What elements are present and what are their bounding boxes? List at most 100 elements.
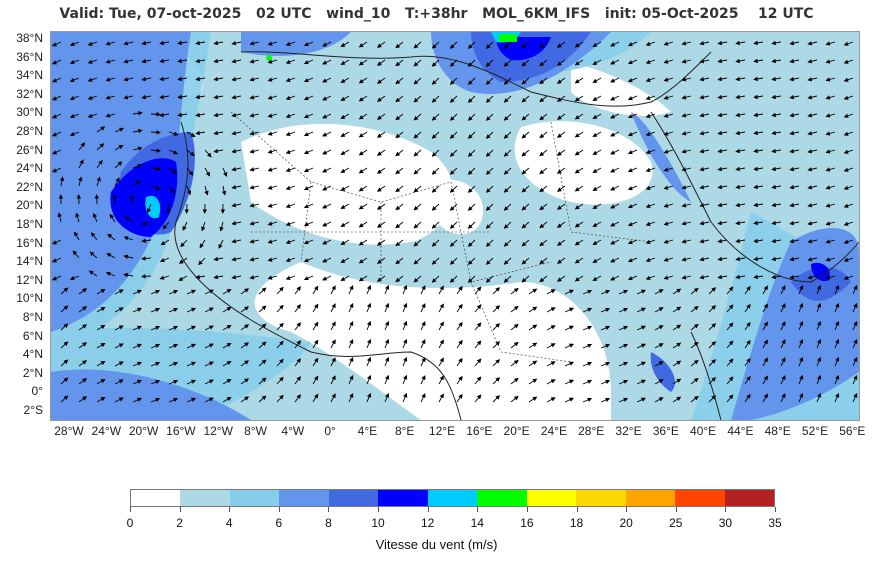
wind-arrow [546, 397, 556, 403]
wind-arrow [798, 302, 804, 313]
wind-arrow [376, 221, 386, 228]
wind-arrow [663, 41, 674, 46]
wind-arrow [600, 397, 611, 403]
wind-arrow [753, 40, 764, 46]
wind-arrow [825, 257, 836, 262]
wind-arrow [556, 41, 566, 48]
wind-arrow [294, 376, 301, 385]
wind-arrow [402, 302, 408, 313]
wind-arrow [556, 221, 566, 228]
wind-arrow [413, 185, 422, 193]
wind-arrow [610, 113, 620, 119]
wind-arrow [159, 76, 170, 82]
wind-arrow [852, 392, 858, 403]
wind-arrow [340, 41, 350, 47]
wind-arrow [672, 288, 682, 295]
wind-arrow [789, 40, 800, 46]
wind-arrow [474, 358, 482, 367]
wind-arrow [600, 289, 611, 295]
colorbar-tick [626, 507, 628, 512]
wind-map[interactable] [50, 31, 860, 421]
wind-arrow [467, 257, 476, 265]
wind-arrow [330, 285, 336, 295]
lon-label: 8°W [244, 424, 267, 438]
wind-arrow [285, 239, 296, 244]
wind-arrow [663, 149, 674, 154]
wind-arrow [69, 113, 80, 119]
wind-arrow [348, 338, 354, 349]
lat-label: 6°N [22, 328, 43, 343]
wind-arrow [213, 58, 224, 64]
wind-arrow [503, 59, 512, 67]
wind-arrow [798, 320, 804, 331]
wind-arrow [663, 203, 674, 208]
wind-arrow [474, 376, 482, 385]
wind-arrow [384, 284, 390, 295]
wind-arrow [178, 275, 188, 281]
wind-arrow [681, 113, 692, 118]
wind-arrow [726, 394, 734, 403]
wind-arrow [413, 221, 422, 229]
wind-arrow [744, 321, 751, 331]
wind-arrow [384, 374, 390, 385]
wind-arrow [69, 59, 80, 65]
wind-arrow [503, 185, 512, 193]
wind-arrow [521, 167, 530, 175]
wind-arrow [51, 131, 62, 137]
wind-arrow [627, 185, 638, 191]
wind-arrow [96, 306, 106, 313]
wind-arrow [771, 220, 782, 226]
wind-arrow [780, 339, 786, 349]
wind-arrow [467, 41, 476, 49]
wind-arrow [798, 374, 804, 385]
wind-arrow [249, 185, 260, 190]
wind-arrow [413, 167, 422, 175]
wind-arrow [114, 177, 120, 187]
wind-arrow [384, 320, 390, 331]
wind-arrow [825, 113, 836, 118]
wind-arrow [690, 395, 699, 403]
wind-arrow [141, 256, 152, 261]
wind-arrow [503, 113, 512, 121]
wind-arrow [645, 41, 656, 46]
wind-arrow [753, 148, 764, 154]
wind-arrow [303, 185, 314, 191]
wind-arrow [340, 257, 350, 263]
wind-arrow [807, 41, 818, 46]
lon-label: 32°E [615, 424, 642, 438]
wind-arrow [825, 149, 836, 154]
wind-arrow [177, 40, 188, 46]
wind-arrow [221, 185, 227, 196]
wind-arrow [199, 239, 206, 249]
wind-arrow [267, 257, 278, 262]
wind-arrow [789, 238, 800, 244]
wind-arrow [753, 112, 764, 118]
wind-arrow [294, 322, 301, 331]
wind-arrow [663, 275, 674, 280]
wind-arrow [618, 325, 629, 331]
wind-arrow [322, 131, 332, 137]
lat-label: 38°N [16, 31, 43, 45]
wind-arrow [539, 257, 548, 265]
wind-arrow [690, 359, 699, 367]
wind-arrow [789, 58, 800, 64]
wind-arrow [109, 213, 116, 223]
wind-arrow [186, 379, 197, 385]
wind-arrow [348, 356, 354, 367]
wind-arrow [395, 203, 404, 211]
wind-arrow [618, 379, 629, 385]
wind-arrow [645, 59, 656, 64]
lat-label: 2°N [22, 365, 43, 380]
wind-arrow [510, 305, 519, 313]
wind-arrow [610, 257, 620, 263]
wind-arrow [132, 361, 143, 367]
wind-arrow [717, 76, 728, 82]
wind-arrow [762, 375, 768, 385]
wind-arrow [834, 320, 840, 331]
wind-arrow [726, 286, 734, 295]
wind-arrow [90, 232, 98, 241]
wind-arrow [420, 303, 426, 313]
lat-label: 16°N [16, 235, 43, 250]
wind-arrow [51, 167, 62, 173]
wind-arrow [75, 212, 80, 223]
